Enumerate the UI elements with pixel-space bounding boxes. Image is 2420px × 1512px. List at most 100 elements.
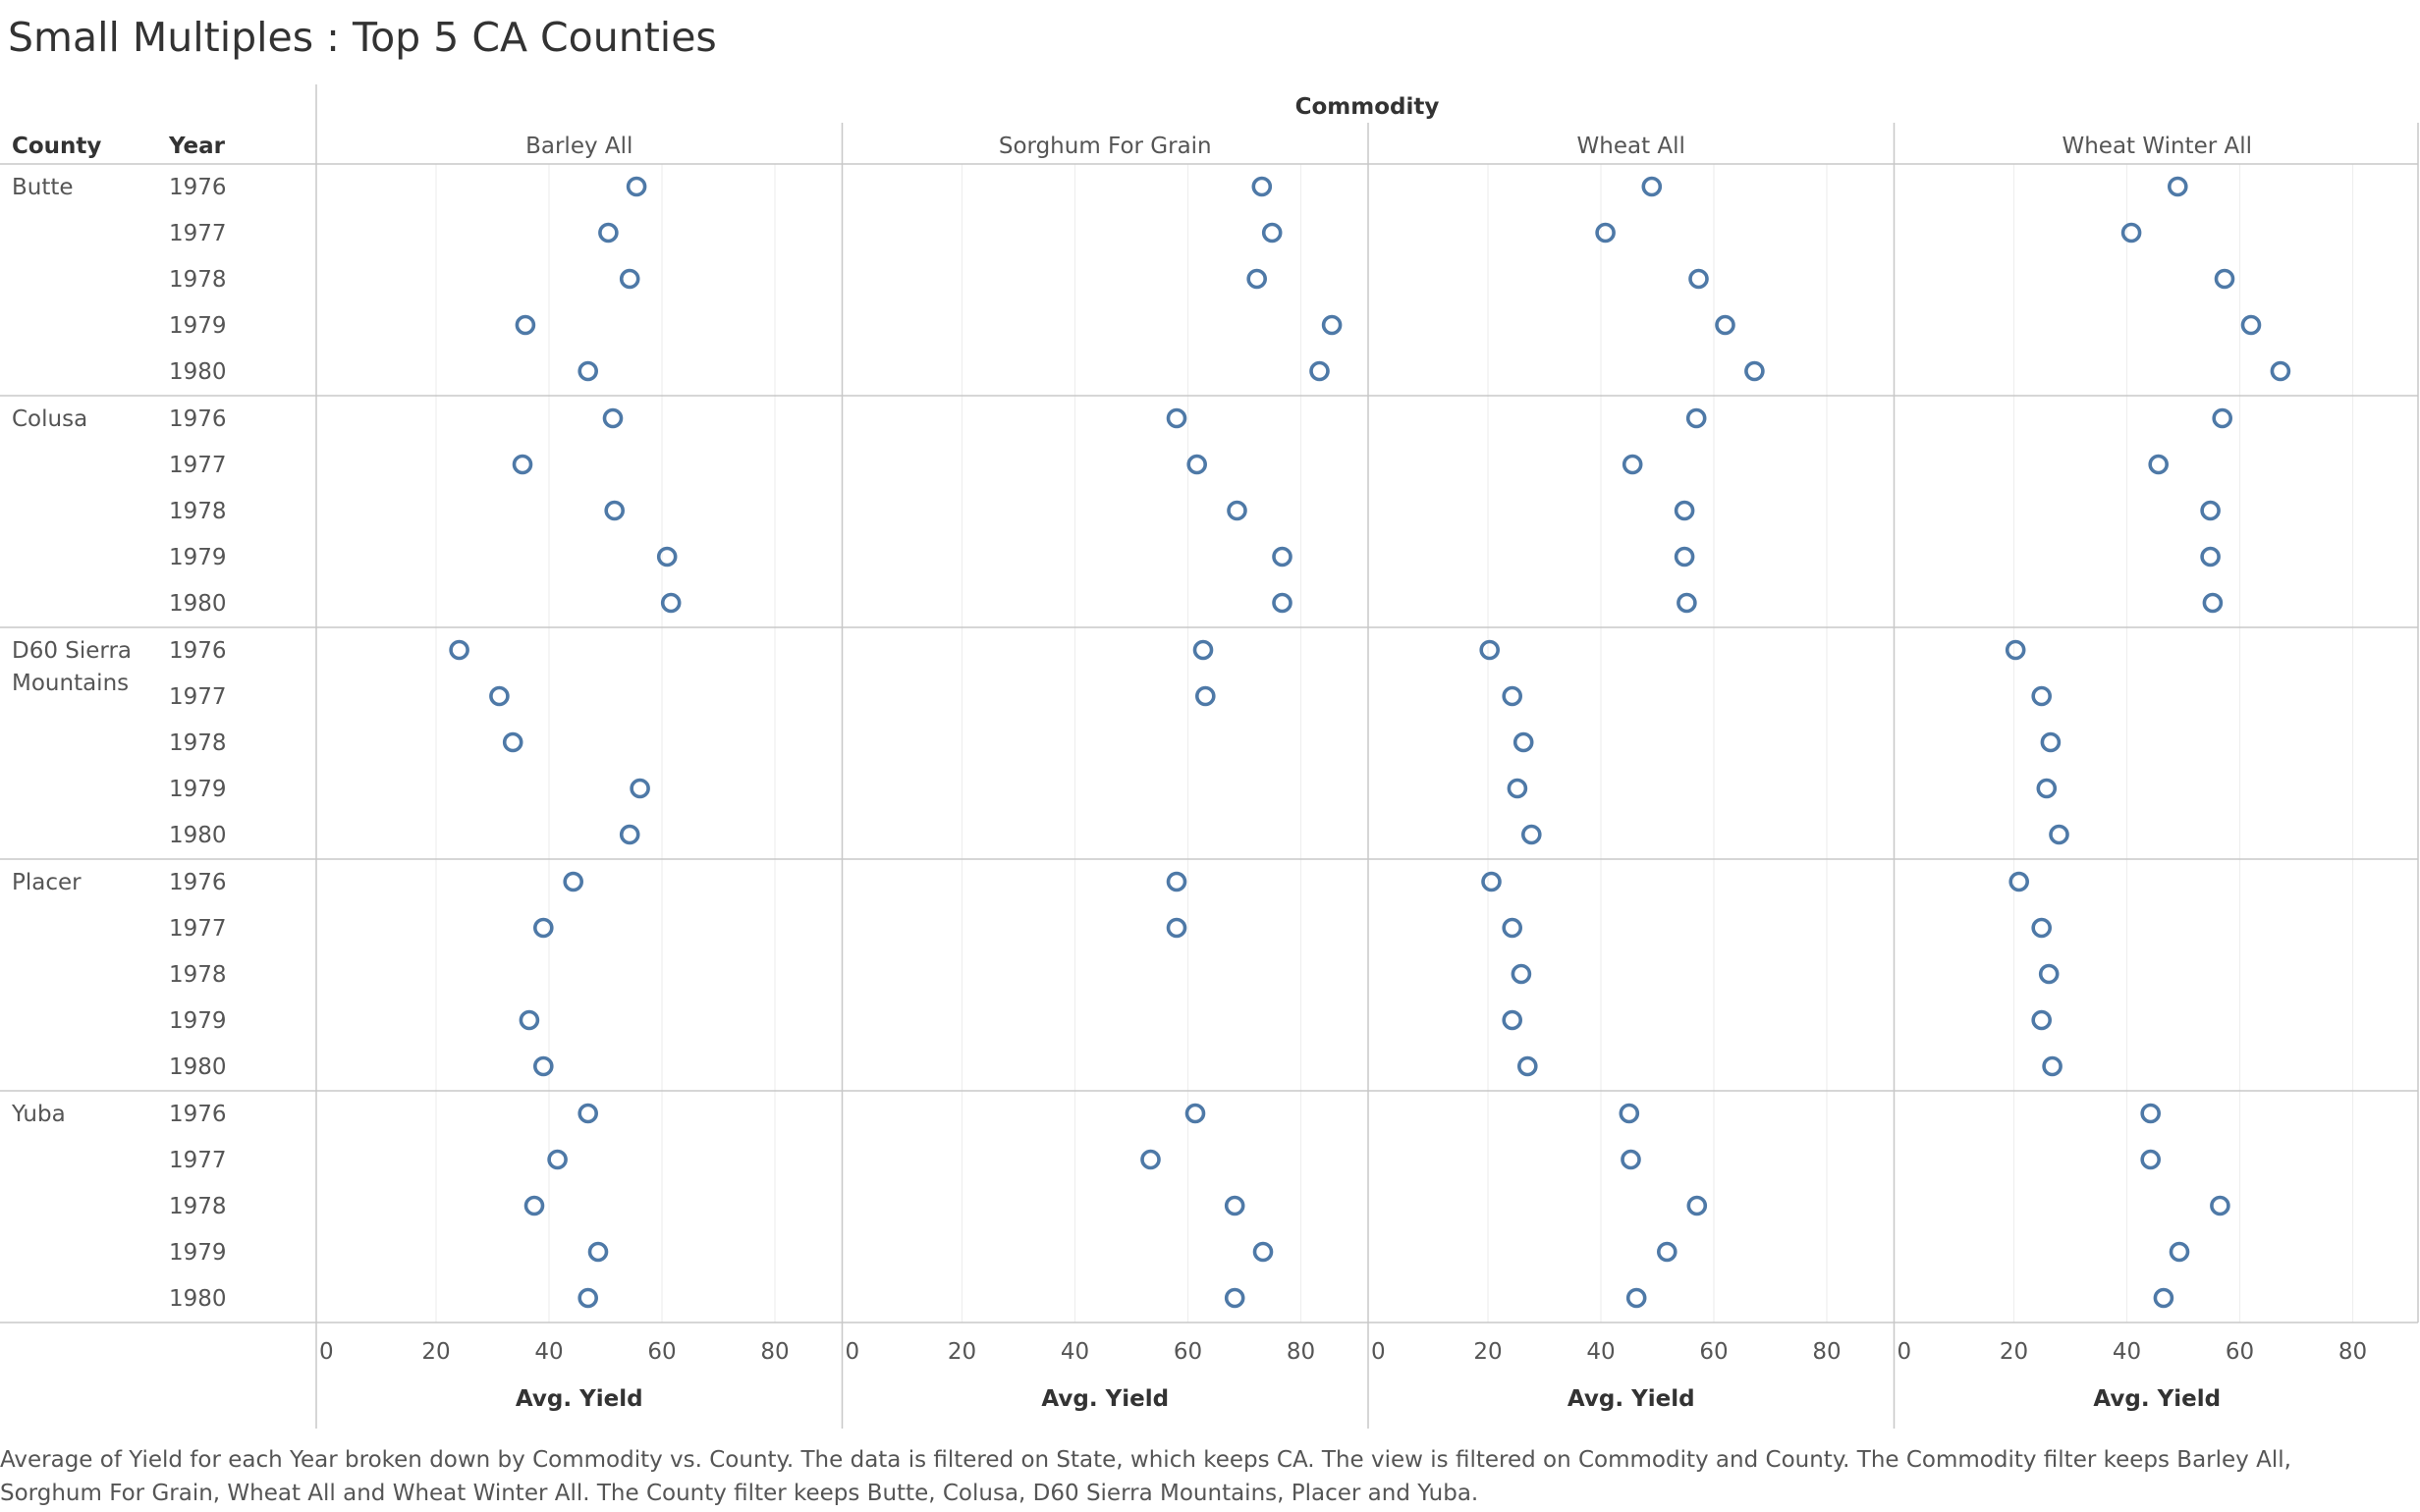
county-label: Butte bbox=[12, 175, 74, 200]
data-point bbox=[1166, 407, 1187, 429]
year-label: 1980 bbox=[169, 591, 227, 617]
data-point bbox=[2031, 1009, 2052, 1031]
data-point bbox=[2049, 824, 2069, 845]
x-tick-label: 40 bbox=[1586, 1339, 1615, 1365]
chart-caption: Average of Yield for each Year broken do… bbox=[0, 1447, 2291, 1506]
x-tick-label: 80 bbox=[1812, 1339, 1841, 1365]
x-tick-label: 80 bbox=[1287, 1339, 1315, 1365]
data-point bbox=[1321, 314, 1343, 336]
data-point bbox=[519, 1009, 540, 1031]
data-point bbox=[2040, 731, 2062, 753]
data-point bbox=[2200, 546, 2221, 567]
commodity-header: Sorghum For Grain bbox=[999, 134, 1212, 159]
data-point bbox=[1140, 1149, 1161, 1170]
county-label: Yuba bbox=[11, 1102, 66, 1127]
data-point bbox=[1246, 268, 1267, 290]
chart-labels: Commodity County Year Barley All Sorghum For… bbox=[11, 94, 2367, 1412]
data-point bbox=[1166, 917, 1187, 939]
data-point bbox=[2153, 1287, 2174, 1309]
data-point bbox=[2168, 176, 2188, 197]
data-point bbox=[619, 268, 640, 290]
x-tick-label: 60 bbox=[2226, 1339, 2254, 1365]
data-point bbox=[2031, 917, 2052, 939]
data-point bbox=[1685, 407, 1707, 429]
x-tick-label: 40 bbox=[2113, 1339, 2141, 1365]
data-point bbox=[1621, 1149, 1641, 1170]
data-point bbox=[1625, 1287, 1647, 1309]
data-point bbox=[1715, 314, 1735, 336]
data-point bbox=[1184, 1103, 1206, 1124]
data-point bbox=[587, 1241, 609, 1263]
x-axis-label: Avg. Yield bbox=[2093, 1386, 2221, 1412]
x-tick-label: 0 bbox=[846, 1339, 860, 1365]
data-point bbox=[619, 824, 640, 845]
x-tick-label: 40 bbox=[1061, 1339, 1089, 1365]
data-point bbox=[1272, 546, 1292, 567]
x-tick-label: 0 bbox=[1898, 1339, 1912, 1365]
year-label: 1979 bbox=[169, 1008, 227, 1034]
data-point bbox=[2008, 871, 2029, 892]
data-point bbox=[2270, 360, 2291, 382]
x-tick-label: 80 bbox=[760, 1339, 789, 1365]
data-point bbox=[1507, 778, 1528, 799]
x-tick-label: 20 bbox=[948, 1339, 976, 1365]
data-point bbox=[1641, 176, 1663, 197]
data-point bbox=[1261, 222, 1283, 243]
data-point bbox=[1272, 592, 1292, 614]
data-point bbox=[1227, 500, 1247, 521]
year-label: 1977 bbox=[169, 916, 227, 942]
year-label: 1976 bbox=[169, 406, 227, 432]
data-point bbox=[1619, 1103, 1640, 1124]
data-point bbox=[578, 1103, 599, 1124]
county-label: Placer bbox=[12, 870, 82, 895]
x-tick-label: 60 bbox=[1174, 1339, 1202, 1365]
data-point bbox=[1502, 917, 1522, 939]
data-point bbox=[2240, 314, 2262, 336]
data-point bbox=[1481, 871, 1502, 892]
data-point bbox=[2140, 1103, 2161, 1124]
column-header-commodity: Commodity bbox=[1295, 94, 1440, 120]
year-label: 1976 bbox=[169, 870, 227, 895]
data-point bbox=[1224, 1195, 1245, 1216]
data-point bbox=[512, 454, 533, 475]
x-axis-label: Avg. Yield bbox=[1041, 1386, 1169, 1412]
year-label: 1978 bbox=[169, 1194, 227, 1219]
data-point bbox=[1677, 592, 1697, 614]
data-point bbox=[1688, 268, 1709, 290]
year-label: 1979 bbox=[169, 1240, 227, 1266]
grid-lines bbox=[435, 164, 2354, 1323]
data-point bbox=[656, 546, 678, 567]
data-point bbox=[1595, 222, 1616, 243]
data-point bbox=[1192, 639, 1214, 661]
year-label: 1980 bbox=[169, 1054, 227, 1080]
data-point bbox=[2169, 1241, 2190, 1263]
county-label: Colusa bbox=[12, 406, 87, 432]
data-point bbox=[2036, 778, 2058, 799]
chart-marks bbox=[449, 176, 2291, 1309]
data-point bbox=[1309, 360, 1330, 382]
data-point bbox=[598, 222, 619, 243]
data-point bbox=[1657, 1241, 1678, 1263]
data-point bbox=[2042, 1055, 2062, 1077]
data-point bbox=[532, 917, 554, 939]
x-axis-label: Avg. Yield bbox=[1568, 1386, 1695, 1412]
year-label: 1978 bbox=[169, 962, 227, 988]
x-tick-label: 80 bbox=[2338, 1339, 2367, 1365]
year-label: 1977 bbox=[169, 453, 227, 478]
x-tick-label: 60 bbox=[1699, 1339, 1728, 1365]
data-point bbox=[515, 314, 536, 336]
data-point bbox=[578, 1287, 599, 1309]
data-point bbox=[1502, 685, 1522, 707]
year-label: 1976 bbox=[169, 1102, 227, 1127]
row-header-year: Year bbox=[168, 134, 226, 159]
chart-title: Small Multiples : Top 5 CA Counties bbox=[8, 14, 717, 61]
commodity-header: Barley All bbox=[525, 134, 632, 159]
data-point bbox=[2120, 222, 2142, 243]
county-label: Mountains bbox=[12, 671, 129, 696]
x-axis-label: Avg. Yield bbox=[516, 1386, 643, 1412]
year-label: 1978 bbox=[169, 499, 227, 524]
county-label: D60 Sierra bbox=[12, 638, 132, 664]
data-point bbox=[1674, 500, 1695, 521]
data-point bbox=[449, 639, 469, 661]
year-label: 1980 bbox=[169, 359, 227, 385]
